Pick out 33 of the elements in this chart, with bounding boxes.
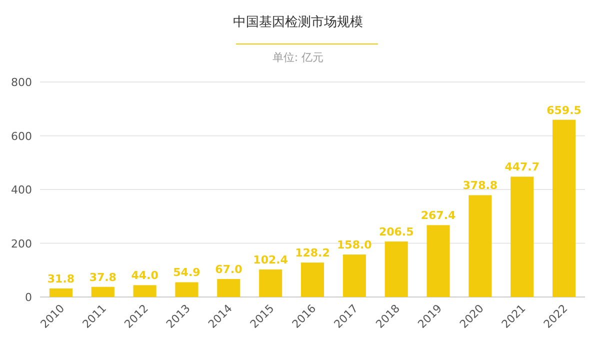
data-label: 37.8 [89, 270, 116, 284]
bar [384, 242, 408, 297]
bar [468, 195, 492, 297]
bar [133, 285, 156, 297]
data-label: 158.0 [337, 238, 372, 252]
bar [91, 286, 114, 297]
chart-title: 中国基因检测市场规模 [233, 15, 363, 30]
bar [510, 176, 534, 297]
bar [552, 120, 576, 297]
bar [300, 262, 324, 297]
y-tick-label: 200 [11, 237, 32, 250]
y-tick-label: 600 [11, 130, 32, 143]
data-label: 67.0 [215, 262, 243, 276]
data-label: 659.5 [546, 104, 582, 117]
data-label: 31.8 [47, 272, 75, 286]
data-label: 102.4 [253, 253, 288, 266]
bar [175, 282, 198, 297]
chart-subtitle: 单位: 亿元 [272, 51, 324, 64]
y-tick-label: 800 [11, 76, 32, 89]
data-label: 44.0 [131, 269, 159, 282]
bar [49, 288, 72, 297]
data-label: 447.7 [504, 160, 540, 174]
bar [217, 278, 240, 297]
bar [342, 254, 366, 297]
data-label: 378.8 [462, 179, 498, 192]
data-label: 128.2 [295, 246, 330, 260]
data-label: 267.4 [420, 209, 456, 222]
data-label: 54.9 [173, 266, 200, 280]
y-tick-label: 400 [11, 184, 32, 196]
y-tick-label: 0 [25, 291, 32, 304]
data-label: 206.5 [378, 226, 414, 239]
bar [259, 269, 282, 297]
bar [426, 225, 450, 297]
